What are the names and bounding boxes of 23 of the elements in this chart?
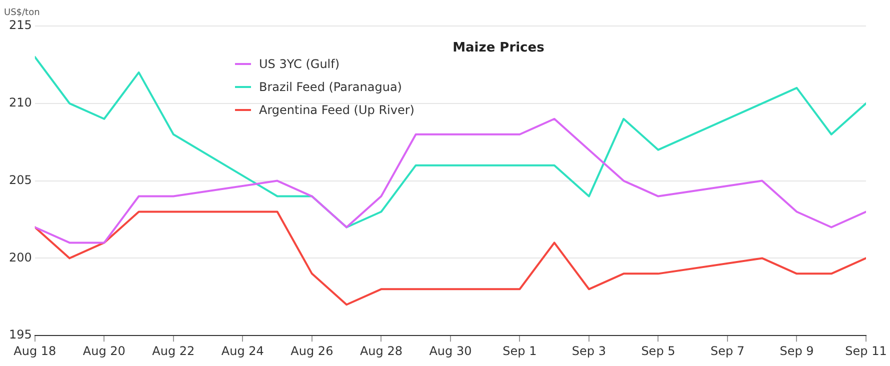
x-tick-label: Sep 9 <box>780 344 814 358</box>
x-tick-label: Aug 22 <box>152 344 195 358</box>
x-tick-label: Aug 28 <box>360 344 402 358</box>
x-tick-label: Sep 3 <box>572 344 606 358</box>
x-tick-label: Aug 18 <box>14 344 56 358</box>
x-tick-label: Sep 5 <box>641 344 676 358</box>
y-tick-label: 205 <box>9 172 32 187</box>
y-axis-title: US$/ton <box>4 8 40 18</box>
x-tick-label: Sep 11 <box>845 344 887 358</box>
x-tick-label: Sep 1 <box>502 344 537 358</box>
x-tick-label: Aug 30 <box>429 344 472 358</box>
x-tick-label: Aug 20 <box>82 344 126 358</box>
x-tick-label: Aug 24 <box>221 344 264 358</box>
x-tick-label: Sep 7 <box>710 344 745 358</box>
text: Maize Prices <box>452 40 545 56</box>
y-tick-label: 195 <box>9 328 32 342</box>
y-tick-label: 210 <box>9 96 32 110</box>
legend-label: Brazil Feed (Paranagua) <box>259 80 402 94</box>
y-tick-label: 200 <box>9 250 32 264</box>
legend-label: Argentina Feed (Up River) <box>259 102 414 116</box>
x-tick-label: Aug 26 <box>290 344 334 358</box>
y-tick-label: 215 <box>9 18 32 32</box>
legend-label: US 3YC (Gulf) <box>259 56 340 70</box>
